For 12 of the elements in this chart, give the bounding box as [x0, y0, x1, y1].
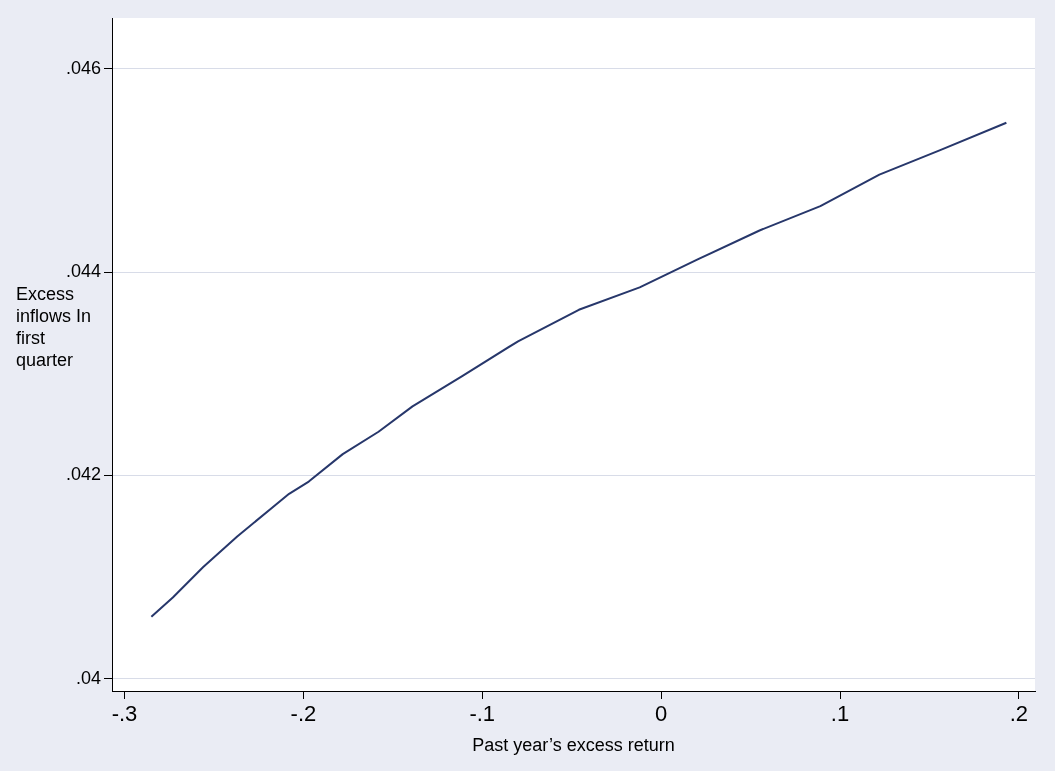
y-tick-label: .044 — [65, 261, 101, 282]
x-tick-label: .1 — [830, 701, 850, 727]
y-tick-label: .04 — [75, 667, 101, 688]
x-tick-label: 0 — [655, 701, 668, 727]
x-tick-label: .2 — [1009, 701, 1029, 727]
x-axis-title: Past year’s excess return — [472, 735, 675, 756]
y-tick-label: .042 — [65, 464, 101, 485]
x-tick-label: -.2 — [290, 701, 317, 727]
y-tick-label: .046 — [65, 57, 101, 78]
x-tick-label: -.3 — [111, 701, 138, 727]
x-tick-label: -.1 — [469, 701, 496, 727]
y-axis-title: Excess inflows In first quarter — [16, 283, 93, 371]
